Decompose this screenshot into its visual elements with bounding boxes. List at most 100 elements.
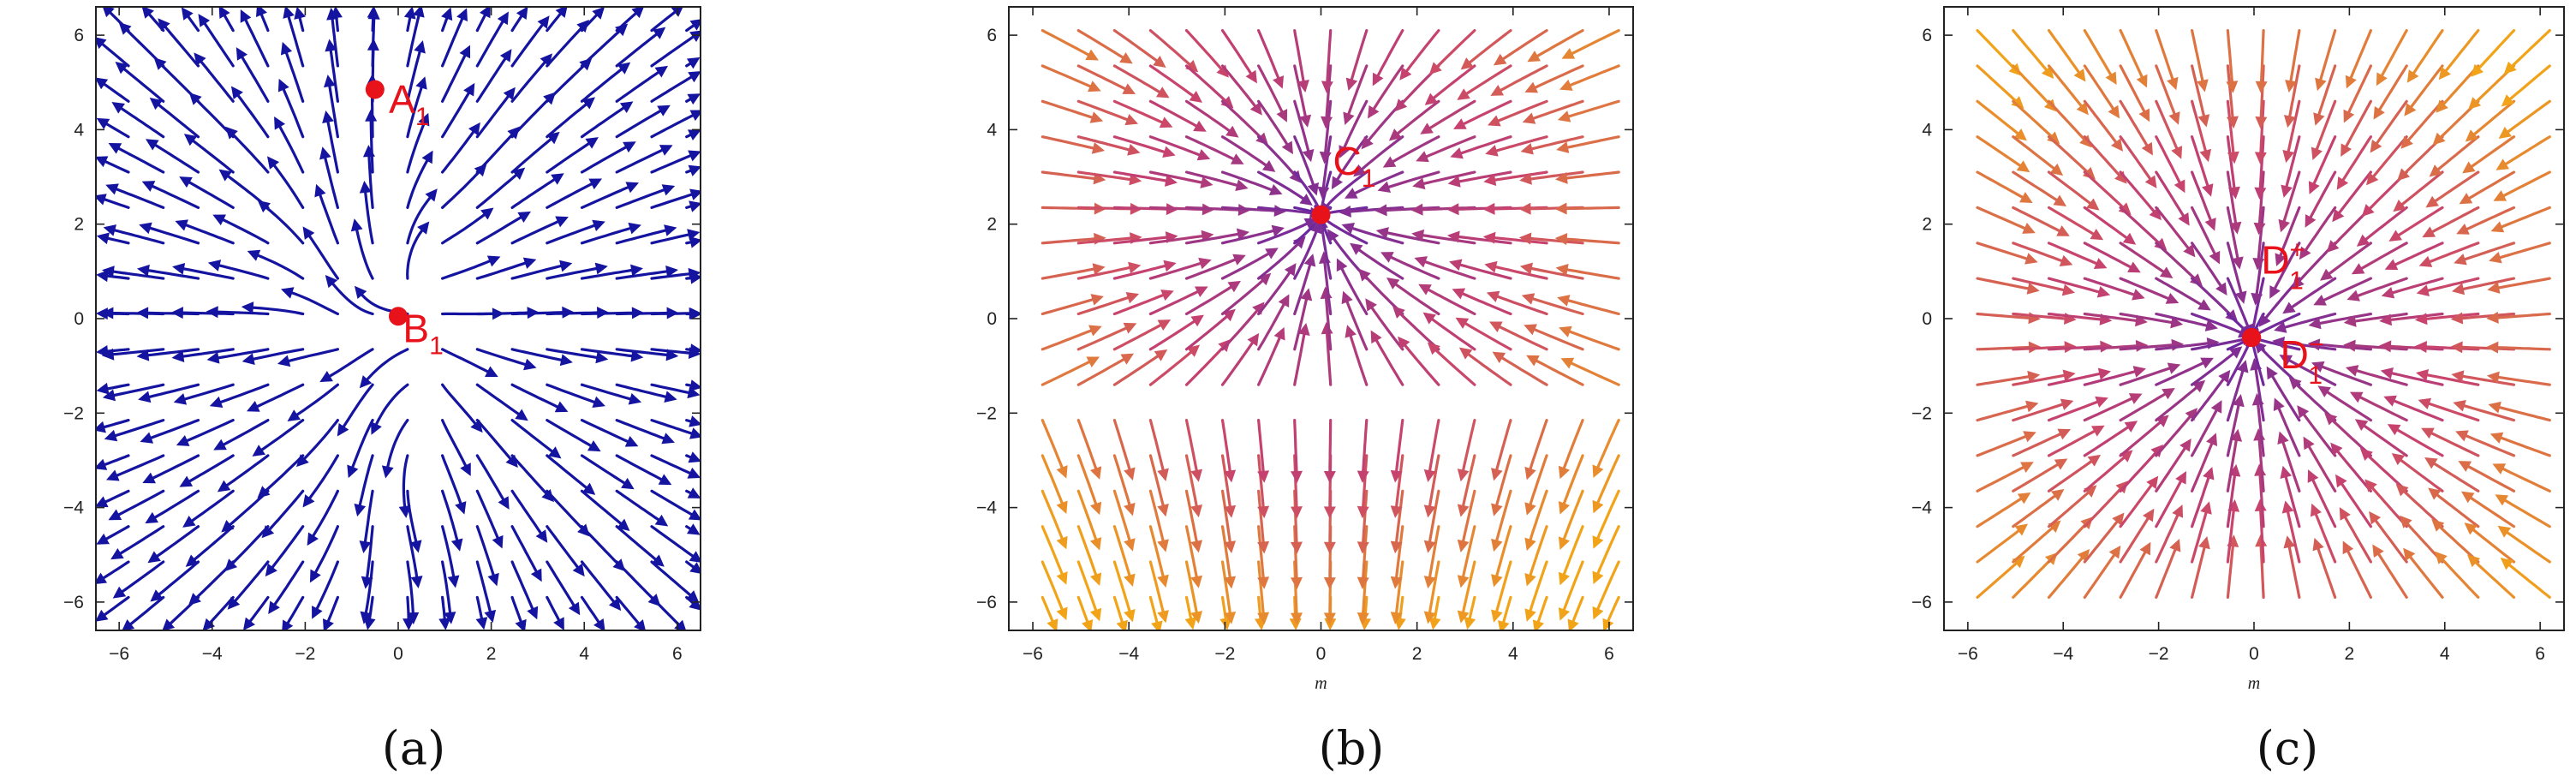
stream-arrowhead [2061,284,2076,296]
stream-arrowhead [2451,370,2465,383]
streamline [441,525,456,587]
y-tick-label: 0 [74,309,84,329]
stream-arrowhead [1265,248,1279,260]
streamline [185,134,235,174]
stream-arrowhead [585,137,599,149]
stream-arrowhead [2332,208,2345,223]
stream-arrowhead [1492,351,1506,363]
streamline [141,419,200,443]
stream-arrowhead [497,11,509,26]
stream-arrowhead [1557,110,1571,122]
streamline [2191,29,2206,91]
stream-arrowhead [141,181,156,192]
stream-arrowhead [592,396,605,408]
stream-arrowhead [2197,114,2210,128]
stream-arrowhead [2462,161,2476,174]
streamline [1220,170,1281,194]
stream-arrowhead [1056,535,1068,550]
streamline [2430,135,2480,176]
stream-arrowhead [218,169,232,182]
streamline [1112,319,1170,351]
streamline [1321,135,1333,198]
stream-arrowhead [2027,370,2041,383]
streamline [222,489,270,532]
stream-arrowhead [2400,515,2412,528]
streamline [1561,64,1620,90]
stream-arrowhead [147,551,161,564]
stream-arrowhead [1556,141,1570,153]
streamline [1293,325,1308,386]
stream-arrowhead [2397,168,2410,182]
streamline [140,383,200,401]
stream-arrowhead [1224,469,1237,483]
stream-arrowhead [1155,87,1170,98]
stream-arrowhead [1268,184,1283,196]
streamline [210,262,270,280]
stream-arrowhead [2200,357,2214,369]
stream-arrowhead [1358,268,1371,282]
stream-arrowhead [630,264,643,277]
stream-arrowhead [621,477,635,490]
streamline [1976,135,2029,172]
streamline [362,560,374,623]
streamline [283,289,339,316]
stream-arrowhead [2091,425,2105,437]
streamline [510,525,542,581]
stream-arrowhead [170,307,183,319]
stream-arrowhead [2388,230,2403,242]
stream-arrowhead [2095,396,2108,408]
stream-arrowhead [2082,166,2096,180]
stream-arrowhead [2486,341,2499,354]
stream-arrowhead [175,219,188,231]
streamline [2321,242,2372,280]
streamline [2083,29,2117,84]
streamline [105,419,165,440]
stream-arrowhead [1088,81,1101,93]
stream-arrowhead [1090,294,1104,306]
stream-arrowhead [153,57,167,70]
streamline [2313,362,2372,386]
streamline [2226,466,2238,528]
stream-arrowhead [2282,149,2295,164]
streamline [2119,242,2172,278]
stream-arrowhead [96,77,109,90]
stream-arrowhead [1290,541,1303,554]
streamline [441,208,492,245]
streamline [1487,135,1548,155]
stream-arrowhead [608,597,622,612]
streamline [2012,458,2066,492]
streamline [1452,135,1512,158]
stream-arrowhead [1082,618,1094,630]
streamline [2281,355,2337,386]
streamline [267,157,305,209]
streamline [2280,170,2301,231]
stream-arrowhead [2138,108,2150,122]
streamline [173,311,235,316]
stream-arrowhead [2378,340,2392,353]
critical-point [389,307,408,326]
streamline [2012,521,2060,564]
stream-arrowhead [2097,367,2111,380]
streamline [2317,29,2337,89]
streamline [1184,231,1248,245]
streamline [546,560,580,614]
stream-arrowhead [438,618,451,630]
streamline [1427,489,1440,552]
streamline [1493,525,1512,586]
stream-arrowhead [1189,90,1202,103]
streamline [2390,206,2444,242]
stream-arrowhead [2283,115,2296,128]
streamline [2457,431,2516,457]
streamline [228,560,270,609]
stream-arrowhead [359,180,372,194]
streamline [1041,295,1102,316]
streamline [2119,510,2154,564]
stream-arrowhead [1089,501,1102,516]
stream-arrowhead [2343,314,2357,327]
streamline [1382,252,1440,280]
streamlines [96,7,701,630]
stream-arrowhead [158,18,170,32]
streamline [1428,343,1476,386]
stream-arrowhead [617,62,631,75]
streamline [2381,344,2444,351]
